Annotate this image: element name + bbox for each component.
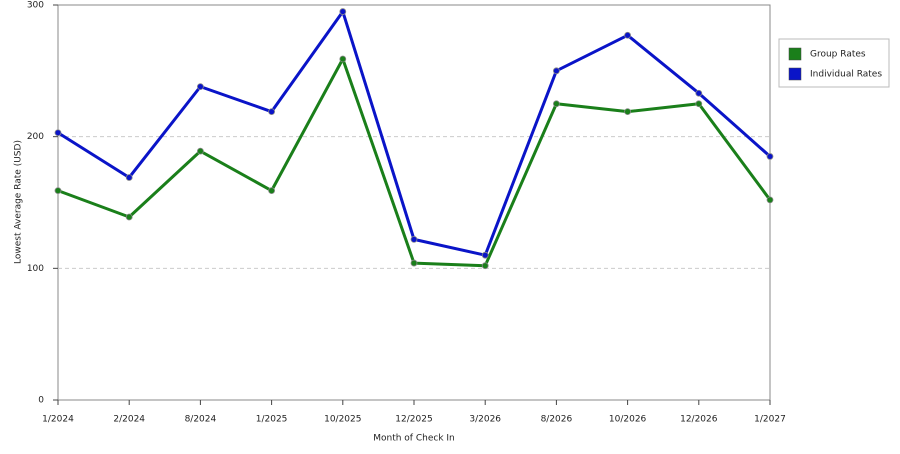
y-tick-label: 200 [27, 132, 44, 142]
y-tick-label: 300 [27, 1, 44, 11]
plot-area [57, 4, 771, 401]
data-point [54, 129, 62, 137]
data-point [125, 213, 133, 221]
x-tick-label: 1/2025 [256, 415, 288, 425]
x-tick-label: 1/2027 [754, 415, 786, 425]
x-tick-label: 1/2024 [42, 415, 74, 425]
data-point [481, 251, 489, 259]
y-tick-label: 100 [27, 264, 44, 274]
data-point [196, 83, 204, 91]
x-axis-label: Month of Check In [373, 434, 455, 444]
data-point [268, 187, 276, 195]
data-point [766, 196, 774, 204]
data-point [766, 153, 774, 160]
x-tick-label: 10/2026 [609, 415, 647, 425]
legend-label: Group Rates [810, 50, 866, 60]
data-point [481, 262, 489, 270]
data-point [553, 67, 560, 75]
data-point [54, 187, 62, 195]
x-tick-label: 12/2026 [680, 415, 718, 425]
data-point [125, 174, 133, 181]
data-point [624, 31, 631, 39]
legend-label: Individual Rates [810, 70, 882, 80]
legend-swatch [788, 67, 802, 81]
x-tick-label: 10/2025 [324, 415, 361, 425]
x-tick-label: 8/2026 [541, 415, 573, 425]
x-tick-label: 12/2025 [395, 415, 432, 425]
data-point [695, 89, 703, 97]
data-point [410, 235, 418, 243]
x-tick-label: 8/2024 [185, 415, 217, 425]
y-tick-label: 0 [38, 396, 44, 406]
data-point [695, 100, 703, 108]
y-axis-label: Lowest Average Rate (USD) [14, 140, 24, 264]
data-point [553, 100, 560, 108]
data-point [410, 259, 418, 267]
x-tick-label: 2/2024 [113, 415, 145, 425]
data-point [339, 55, 347, 63]
data-point [339, 8, 347, 15]
data-point [196, 147, 204, 155]
data-point [268, 108, 276, 116]
data-point [624, 108, 631, 116]
x-tick-label: 3/2026 [469, 415, 501, 425]
legend-swatch [788, 47, 802, 61]
